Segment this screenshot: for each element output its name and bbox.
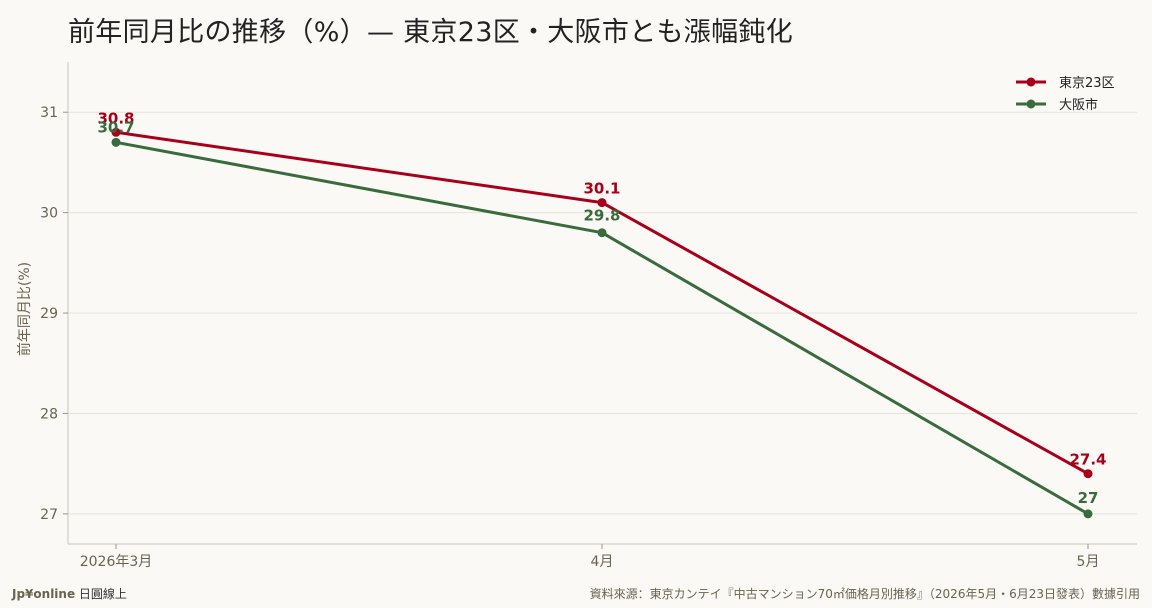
line-chart: 27 28 29 30 31 2026年3月 4月 5月 前年同月比(%) 30.8 30.1 27.… <box>16 62 1137 570</box>
chart-title: 前年同月比の推移（%）— 東京23区・大阪市とも漲幅鈍化 <box>68 17 793 48</box>
legend-label: 大阪市 <box>1059 97 1098 113</box>
data-label: 27 <box>1078 489 1099 507</box>
data-label: 30.8 <box>97 109 134 127</box>
legend-marker <box>1026 77 1036 87</box>
data-point <box>1083 509 1093 519</box>
data-point <box>597 198 607 208</box>
data-point <box>111 137 121 147</box>
y-tick-label: 31 <box>40 105 58 121</box>
data-label: 30.7 <box>97 118 134 136</box>
x-tick-label: 5月 <box>1077 554 1100 570</box>
data-point <box>1083 469 1093 479</box>
data-label: 29.8 <box>583 207 620 225</box>
data-label: 27.4 <box>1069 451 1106 469</box>
brand-name: Jp¥online <box>12 587 76 601</box>
y-tick-label: 29 <box>40 306 58 322</box>
brand-suffix: 日圓線上 <box>75 587 127 601</box>
legend-label: 東京23区 <box>1059 75 1115 91</box>
data-point <box>111 127 121 137</box>
y-axis-title: 前年同月比(%) <box>16 262 33 356</box>
x-tick-label: 2026年3月 <box>80 554 153 570</box>
y-tick-label: 28 <box>40 406 58 422</box>
source-note: 資料來源：東京カンテイ『中古マンション70㎡価格月別推移』（2026年5月・6月… <box>589 587 1140 601</box>
y-tick-label: 27 <box>40 507 58 523</box>
legend-marker <box>1026 99 1036 109</box>
footer-brand: Jp¥online 日圓線上 <box>12 585 127 602</box>
data-point <box>597 228 607 238</box>
x-tick-label: 4月 <box>591 554 614 570</box>
series-line-2 <box>114 140 1090 516</box>
data-label: 30.1 <box>583 180 620 198</box>
y-tick-label: 30 <box>40 206 58 222</box>
